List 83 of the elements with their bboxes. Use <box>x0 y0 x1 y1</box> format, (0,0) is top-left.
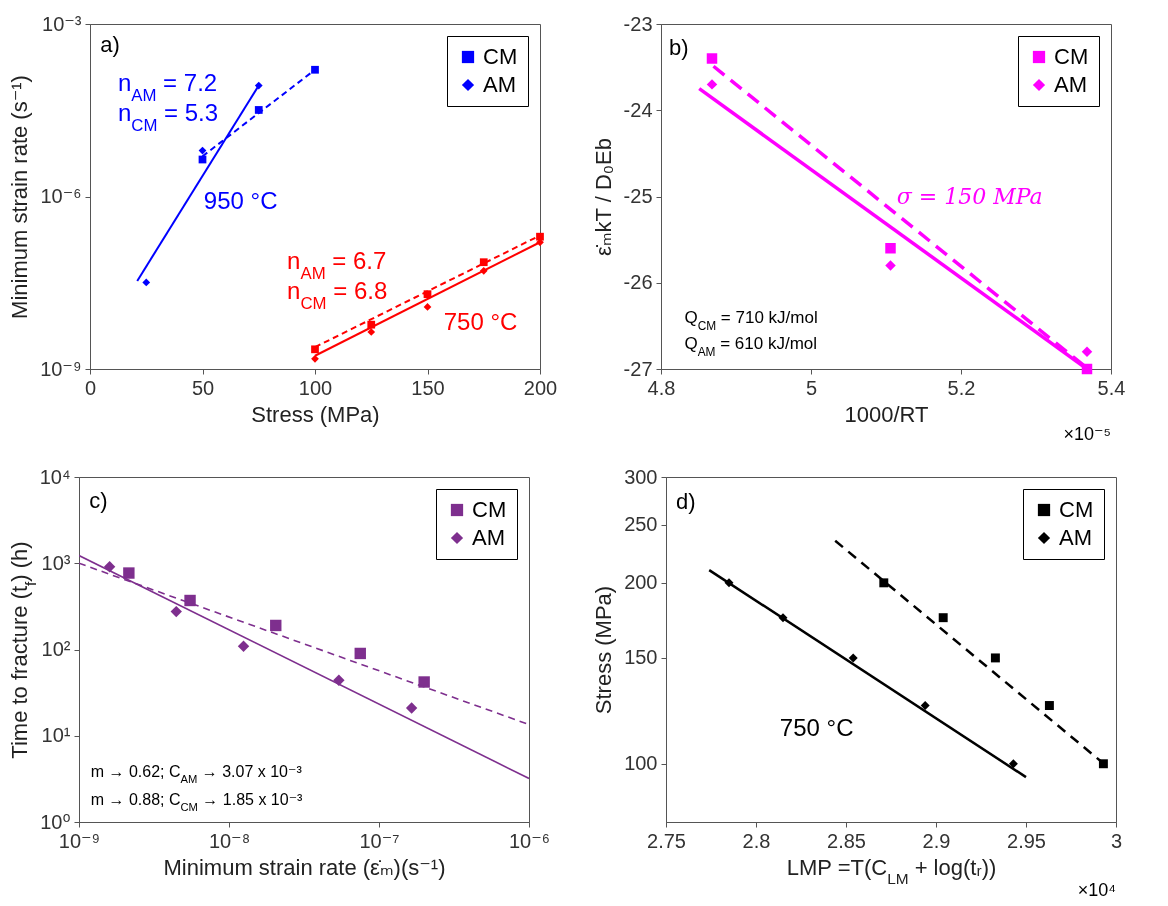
x-tick-label: 10⁻⁶ <box>508 829 551 852</box>
x-tick-label: 2.9 <box>922 829 951 852</box>
y-tick-label: 10⁻⁶ <box>40 185 82 207</box>
y-axis-title: Stress (MPa) <box>591 585 617 715</box>
x-axis-title: 1000/RT <box>844 401 929 427</box>
y-tick-label: 10² <box>41 638 71 660</box>
point <box>885 260 896 271</box>
legend-label: CM <box>1054 44 1089 69</box>
y-tick-label: 100 <box>624 752 658 775</box>
annotation: m → 0.88; C$_{CM}$ → 1.85 x 10⁻³ <box>90 790 304 813</box>
x-tick-label: 2.95 <box>1007 829 1046 852</box>
y-axis-title: ε̇ₘkT / D₀Eb <box>590 138 616 256</box>
x-axis-title: Minimum strain rate (ε̇ₘ)(s⁻¹) <box>163 854 446 880</box>
x-tick-label: 200 <box>523 376 558 399</box>
point <box>311 345 319 354</box>
point <box>938 613 948 623</box>
point <box>423 303 432 311</box>
y-tick-label: 10⁻³ <box>42 12 82 35</box>
point <box>142 278 151 287</box>
y-tick-label: -26 <box>623 271 653 294</box>
point <box>311 65 319 74</box>
y-tick-label: -24 <box>623 98 653 121</box>
x-tick-label: 2.85 <box>827 829 866 852</box>
point <box>848 653 858 663</box>
x-tick-label: 5.2 <box>947 376 976 399</box>
y-tick-label: 10⁻⁹ <box>40 357 82 380</box>
x-tick-label: 3 <box>1110 829 1123 852</box>
x-tick-label: 5.4 <box>1097 376 1126 399</box>
point <box>367 328 376 336</box>
annotation: b) <box>669 34 689 60</box>
y-tick-label: 300 <box>624 465 658 488</box>
annotation: 950 °C <box>203 187 278 215</box>
x-tick-label: 5 <box>805 376 818 399</box>
x-axis-title: Stress (MPa) <box>251 401 380 427</box>
annotation: Q$_{CM}$ = 710 kJ/mol <box>684 308 818 334</box>
x-axis-title: LMP =T(C$_{LM}$ + log(tᵣ)) <box>786 854 997 886</box>
legend-label: AM <box>1059 525 1092 550</box>
point <box>1008 759 1018 769</box>
y-axis-title: Minimum strain rate (s⁻¹) <box>7 75 33 319</box>
x-tick-label: 2.8 <box>742 829 771 852</box>
point <box>879 578 889 588</box>
y-tick-label: 200 <box>624 571 658 594</box>
annotation: a) <box>100 31 120 57</box>
point <box>706 79 718 90</box>
point <box>254 81 263 90</box>
point <box>311 355 319 363</box>
x-tick-label: 10⁻⁷ <box>359 829 400 852</box>
y-tick-label: -25 <box>623 185 653 207</box>
point <box>1081 346 1093 357</box>
annotation: m → 0.62; C$_{AM}$ → 3.07 x 10⁻³ <box>90 763 303 786</box>
annotation: c) <box>89 488 108 514</box>
point <box>1044 701 1054 710</box>
annotation: 750 °C <box>779 713 854 741</box>
annotation: d) <box>675 488 696 514</box>
annotation: Q$_{AM}$ = 610 kJ/mol <box>684 334 818 360</box>
point <box>920 701 930 710</box>
annotation: n$_{AM}$ = 6.7 <box>287 247 387 283</box>
point <box>536 232 544 241</box>
annotation: σ = 150 MPa <box>896 183 1043 209</box>
y-tick-label: -23 <box>623 12 653 35</box>
legend-label: AM <box>483 72 516 97</box>
legend-label: AM <box>472 525 505 550</box>
legend-label: CM <box>1059 497 1094 522</box>
legend-label: AM <box>1054 72 1087 97</box>
x-tick-label: 0 <box>84 376 97 399</box>
point <box>990 653 1000 663</box>
annotation: 750 °C <box>443 308 518 336</box>
y-tick-label: 150 <box>624 646 658 669</box>
point <box>706 53 718 64</box>
point <box>885 243 896 254</box>
y-tick-label: 10¹ <box>41 724 71 747</box>
x-tick-label: 2.75 <box>647 829 686 852</box>
x-tick-label: 10⁻⁸ <box>208 829 251 852</box>
x-tick-label: 100 <box>298 376 333 399</box>
x-tick-label: 150 <box>411 376 445 399</box>
y-tick-label: 10³ <box>41 551 71 574</box>
y-tick-label: 250 <box>624 513 658 536</box>
x-tick-label: 50 <box>191 376 215 399</box>
legend-label: CM <box>483 44 518 69</box>
y-tick-label: 10⁴ <box>39 465 71 488</box>
text: ×10⁴ <box>1077 880 1116 900</box>
text: ×10⁻⁵ <box>1063 423 1111 444</box>
legend-label: CM <box>472 497 507 522</box>
